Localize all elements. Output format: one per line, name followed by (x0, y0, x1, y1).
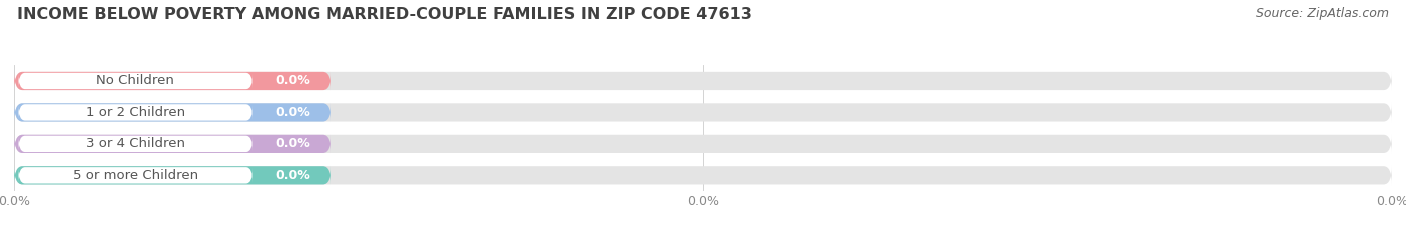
FancyBboxPatch shape (14, 71, 1392, 91)
FancyBboxPatch shape (14, 103, 1392, 122)
Text: 0.0%: 0.0% (276, 169, 311, 182)
FancyBboxPatch shape (14, 134, 1392, 154)
Text: 0.0%: 0.0% (276, 75, 311, 87)
Text: INCOME BELOW POVERTY AMONG MARRIED-COUPLE FAMILIES IN ZIP CODE 47613: INCOME BELOW POVERTY AMONG MARRIED-COUPL… (17, 7, 752, 22)
FancyBboxPatch shape (14, 103, 330, 122)
Text: 0.0%: 0.0% (276, 106, 311, 119)
FancyBboxPatch shape (14, 166, 1392, 185)
FancyBboxPatch shape (18, 104, 253, 121)
FancyBboxPatch shape (18, 136, 253, 152)
Text: 5 or more Children: 5 or more Children (73, 169, 198, 182)
FancyBboxPatch shape (18, 73, 253, 89)
Text: 0.0%: 0.0% (276, 137, 311, 150)
FancyBboxPatch shape (14, 71, 330, 91)
Text: 1 or 2 Children: 1 or 2 Children (86, 106, 184, 119)
Text: 3 or 4 Children: 3 or 4 Children (86, 137, 184, 150)
Text: No Children: No Children (97, 75, 174, 87)
FancyBboxPatch shape (14, 166, 330, 185)
FancyBboxPatch shape (18, 167, 253, 184)
Text: Source: ZipAtlas.com: Source: ZipAtlas.com (1256, 7, 1389, 20)
FancyBboxPatch shape (14, 134, 330, 154)
